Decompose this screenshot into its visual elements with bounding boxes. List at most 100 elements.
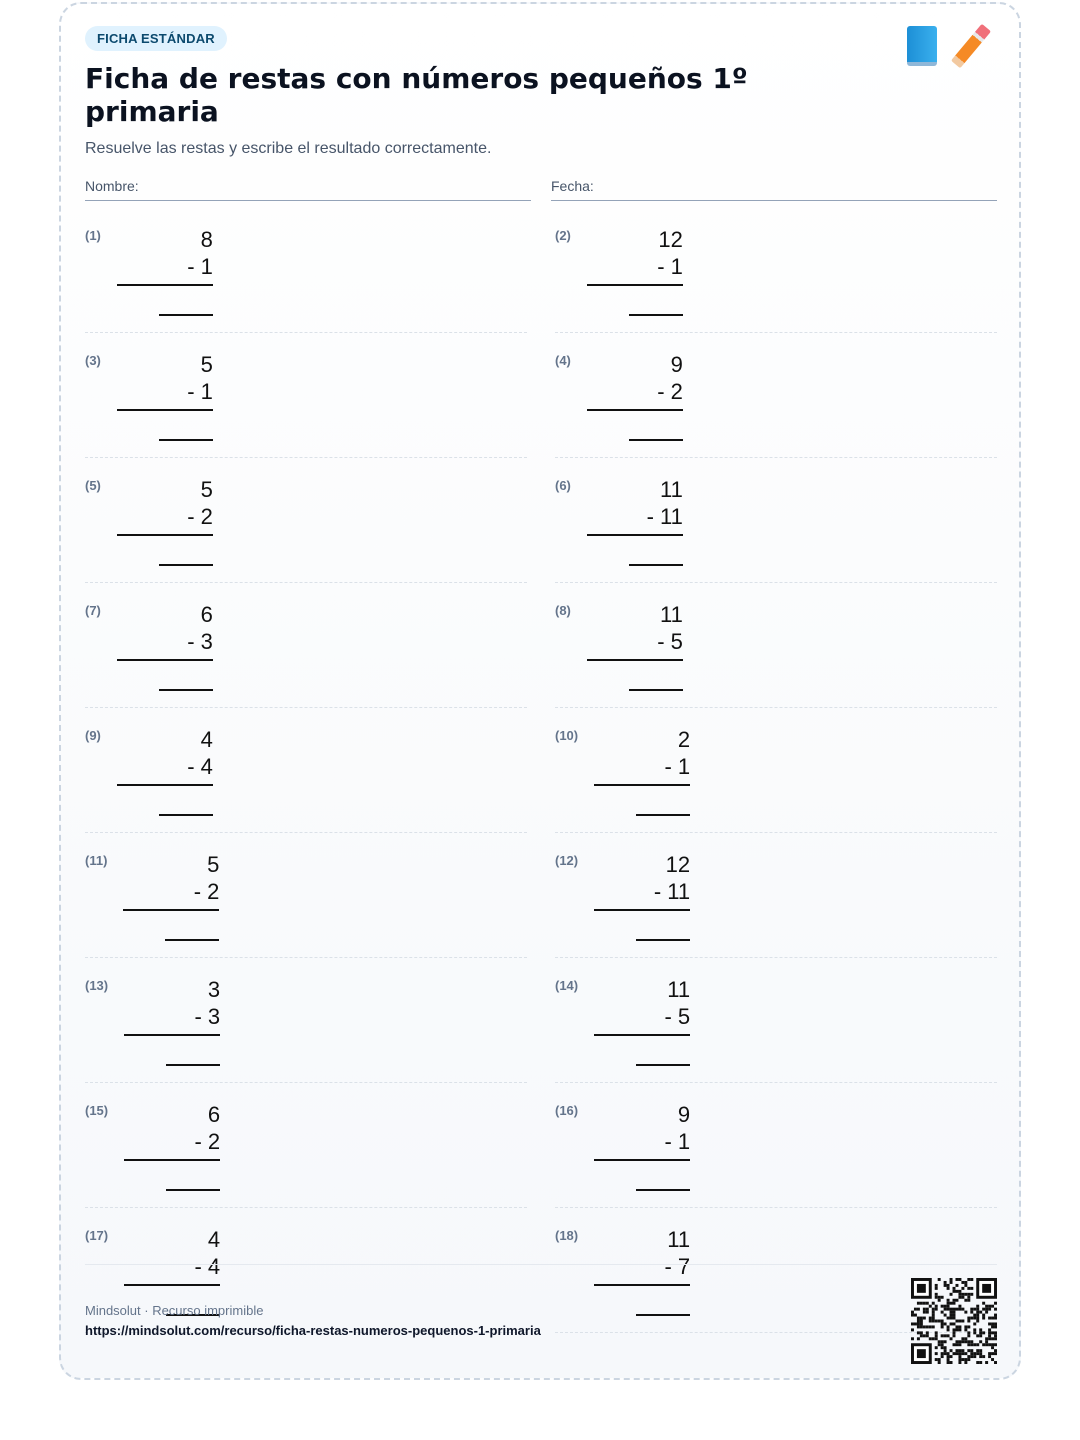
minuend: 4: [200, 727, 213, 752]
subtrahend: - 7: [664, 1254, 691, 1279]
minuend: 11: [660, 477, 683, 502]
operation-line: [116, 784, 213, 786]
subtraction: 6 - 3: [116, 601, 213, 691]
worksheet-type-badge: FICHA ESTÁNDAR: [85, 26, 227, 51]
subtraction: 11 - 5: [586, 601, 683, 691]
problem-item: (11) 5 - 2: [85, 842, 527, 958]
answer-blank[interactable]: [166, 1189, 221, 1191]
answer-blank[interactable]: [166, 1314, 221, 1316]
minuend: 2: [677, 727, 691, 752]
subtraction: 3 - 3: [124, 976, 221, 1066]
page-title: Ficha de restas con números pequeños 1º …: [85, 62, 748, 128]
problem-number: (6): [555, 478, 571, 493]
subtrahend: - 11: [653, 879, 691, 904]
answer-blank[interactable]: [628, 689, 683, 691]
answer-blank[interactable]: [636, 814, 691, 816]
problem-number: (7): [85, 603, 101, 618]
operation-line: [594, 1034, 691, 1036]
subtraction: 6 - 2: [124, 1101, 221, 1191]
answer-blank[interactable]: [636, 939, 691, 941]
problem-number: (8): [555, 603, 571, 618]
name-label: Nombre:: [85, 178, 139, 194]
instructions: Resuelve las restas y escribe el resulta…: [85, 140, 492, 157]
subtraction: 4 - 4: [116, 726, 213, 816]
answer-blank[interactable]: [628, 314, 683, 316]
problem-item: (7) 6 - 3: [85, 592, 527, 708]
qr-code-icon: [911, 1278, 997, 1364]
operation-line: [124, 1284, 221, 1286]
answer-blank[interactable]: [158, 564, 213, 566]
subtrahend: - 3: [194, 1004, 221, 1029]
book-icon: [907, 26, 937, 66]
problem-item: (14) 11 - 5: [555, 967, 997, 1083]
minuend: 6: [207, 1102, 221, 1127]
operation-line: [586, 409, 683, 411]
subtrahend: - 5: [657, 629, 683, 654]
subtrahend: - 2: [194, 1129, 221, 1154]
subtrahend: - 1: [187, 254, 213, 279]
minuend: 5: [207, 852, 220, 877]
name-field[interactable]: Nombre:: [85, 178, 531, 201]
minuend: 8: [200, 227, 213, 252]
date-label: Fecha:: [551, 178, 594, 194]
operation-line: [586, 659, 683, 661]
subtraction: 2 - 1: [594, 726, 691, 816]
subtrahend: - 1: [664, 754, 691, 779]
answer-blank[interactable]: [158, 814, 213, 816]
problem-number: (12): [555, 853, 579, 868]
answer-blank[interactable]: [636, 1189, 691, 1191]
answer-blank[interactable]: [158, 689, 213, 691]
problem-item: (6) 11 - 11: [555, 467, 997, 583]
answer-blank[interactable]: [158, 439, 213, 441]
answer-blank[interactable]: [166, 1064, 221, 1066]
date-field[interactable]: Fecha:: [551, 178, 997, 201]
operation-line: [594, 784, 691, 786]
footer-url[interactable]: https://mindsolut.com/recurso/ficha-rest…: [85, 1323, 541, 1338]
minuend: 12: [665, 852, 691, 877]
answer-blank[interactable]: [636, 1064, 691, 1066]
minuend: 5: [200, 477, 213, 502]
operation-line: [116, 659, 213, 661]
problem-item: (4) 9 - 2: [555, 342, 997, 458]
problem-item: (17) 4 - 4: [85, 1217, 527, 1333]
worksheet-card: FICHA ESTÁNDAR Ficha de restas con númer…: [59, 2, 1021, 1380]
subtraction: 11 - 7: [594, 1226, 691, 1316]
operation-line: [594, 909, 691, 911]
problem-number: (13): [85, 978, 109, 993]
problems-grid: (1) 8 - 1 (2) 12 - 1 (3) 5 - 1 (4) 9 - 2: [85, 217, 997, 1342]
problem-item: (16) 9 - 1: [555, 1092, 997, 1208]
footer-divider: [85, 1264, 997, 1265]
subtrahend: - 4: [194, 1254, 221, 1279]
problem-item: (3) 5 - 1: [85, 342, 527, 458]
operation-line: [124, 1034, 221, 1036]
subtrahend: - 2: [657, 379, 683, 404]
minuend: 11: [667, 977, 691, 1002]
subtraction: 5 - 2: [116, 476, 213, 566]
subtrahend: - 1: [657, 254, 683, 279]
footer-brand: Mindsolut · Recurso imprimible: [85, 1303, 264, 1318]
problem-number: (1): [85, 228, 101, 243]
minuend: 4: [207, 1227, 221, 1252]
minuend: 3: [207, 977, 221, 1002]
problem-number: (9): [85, 728, 101, 743]
problem-number: (14): [555, 978, 579, 993]
problem-item: (2) 12 - 1: [555, 217, 997, 333]
subtraction: 8 - 1: [116, 226, 213, 316]
subtrahend: - 2: [187, 504, 213, 529]
problem-item: (10) 2 - 1: [555, 717, 997, 833]
subtraction: 11 - 5: [594, 976, 691, 1066]
problem-item: (12) 12 - 11: [555, 842, 997, 958]
answer-blank[interactable]: [628, 564, 683, 566]
answer-blank[interactable]: [165, 939, 220, 941]
subtraction: 12 - 11: [594, 851, 691, 941]
operation-line: [586, 284, 683, 286]
answer-blank[interactable]: [158, 314, 213, 316]
problem-number: (18): [555, 1228, 579, 1243]
answer-blank[interactable]: [636, 1314, 691, 1316]
operation-line: [594, 1159, 691, 1161]
operation-line: [116, 409, 213, 411]
minuend: 12: [658, 227, 683, 252]
subtraction: 11 - 11: [586, 476, 683, 566]
operation-line: [124, 1159, 221, 1161]
answer-blank[interactable]: [628, 439, 683, 441]
